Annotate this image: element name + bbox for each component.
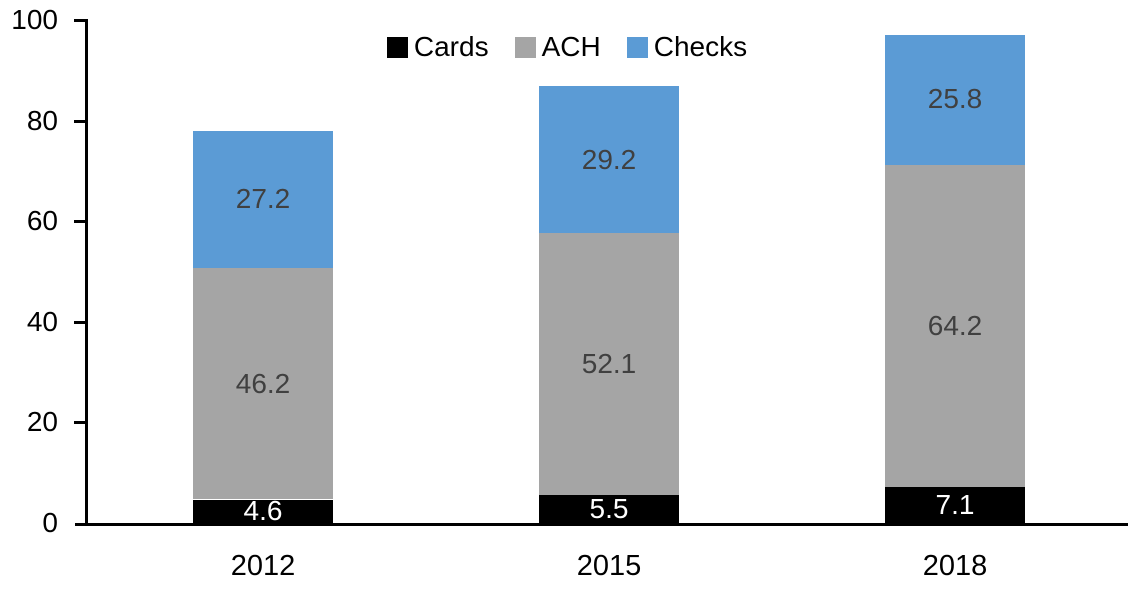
- bar-segment-checks: [539, 86, 679, 233]
- segment-value-label: 7.1: [935, 489, 975, 520]
- bar-segment-ach: [193, 267, 333, 499]
- y-axis-line: [85, 19, 88, 526]
- y-tick: [74, 321, 86, 324]
- segment-value-label: 4.6: [243, 495, 283, 526]
- legend-swatch-cards-icon: [386, 36, 408, 58]
- legend-item-ach: ACH: [514, 31, 601, 62]
- segment-value-label: 5.5: [589, 493, 629, 524]
- y-tick: [74, 19, 86, 22]
- segment-value-label: 64.2: [927, 310, 983, 341]
- bar-segment-cards: [193, 500, 333, 523]
- legend-label-checks: Checks: [653, 31, 748, 62]
- legend-item-cards: Cards: [386, 31, 489, 62]
- legend-swatch-ach-icon: [514, 36, 536, 58]
- chart-legend: Cards ACH Checks: [0, 33, 1134, 61]
- segment-value-label: 25.8: [927, 83, 983, 114]
- bar-segment-ach: [885, 164, 1025, 487]
- category-label: 2015: [576, 550, 642, 582]
- segment-value-label: 52.1: [581, 348, 637, 379]
- y-tick-label: 80: [26, 105, 58, 136]
- bar-segment-cards: [885, 487, 1025, 523]
- y-tick-label: 0: [42, 507, 58, 538]
- segment-value-label: 29.2: [581, 144, 637, 175]
- segment-value-label: 46.2: [235, 368, 291, 399]
- x-axis-line: [75, 523, 1128, 526]
- category-label: 2012: [230, 550, 296, 582]
- legend-label-cards: Cards: [413, 31, 489, 62]
- segment-value-label: 27.2: [235, 183, 291, 214]
- bar-segment-checks: [885, 35, 1025, 165]
- legend-item-checks: Checks: [626, 31, 748, 62]
- bar-segment-cards: [539, 495, 679, 523]
- y-tick: [74, 220, 86, 223]
- y-tick: [74, 421, 86, 424]
- y-tick-label: 100: [11, 4, 58, 35]
- bar-segment-checks: [193, 131, 333, 268]
- legend-swatch-checks-icon: [626, 36, 648, 58]
- y-tick-label: 60: [26, 205, 58, 236]
- legend-label-ach: ACH: [541, 31, 601, 62]
- category-label: 2018: [922, 550, 988, 582]
- y-tick-label: 40: [26, 306, 58, 337]
- bar-segment-ach: [539, 233, 679, 495]
- y-tick: [74, 120, 86, 123]
- y-tick-label: 20: [26, 406, 58, 437]
